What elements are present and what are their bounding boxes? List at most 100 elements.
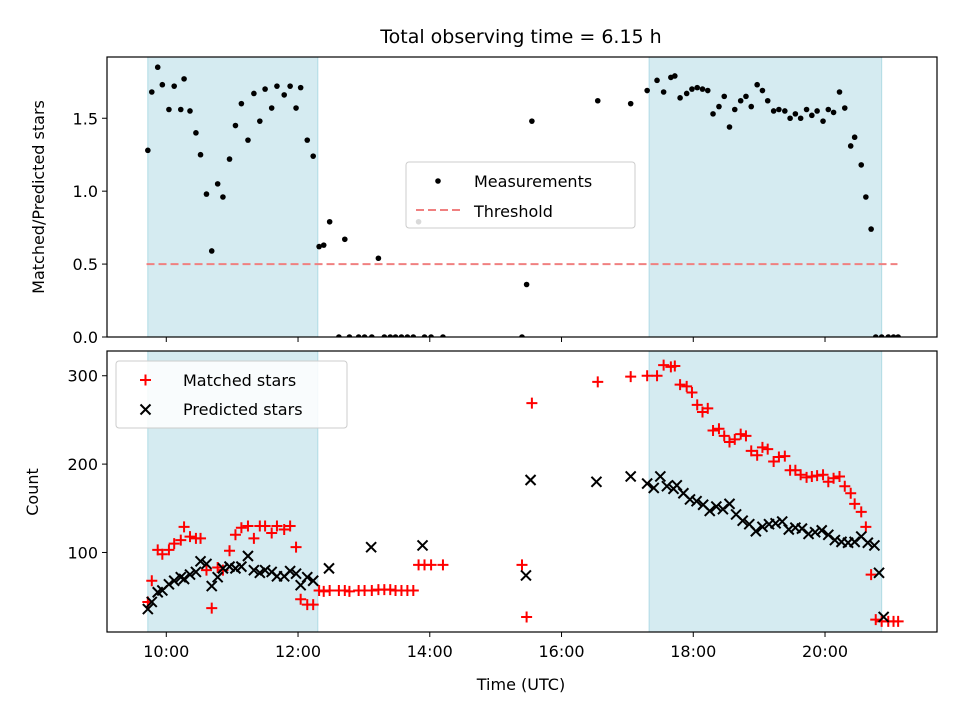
measurement-point: [792, 111, 799, 117]
matched-stars-point: [724, 436, 735, 448]
predicted-stars-point: [307, 575, 319, 587]
predicted-stars-point: [235, 560, 248, 573]
legend-threshold-label: Threshold: [473, 202, 553, 221]
legend-measurements-label: Measurements: [474, 172, 592, 191]
predicted-stars-point: [190, 566, 202, 578]
measurement-point: [863, 194, 869, 200]
measurement-point: [782, 108, 788, 114]
matched-stars-point: [259, 520, 271, 532]
matched-stars-point: [625, 371, 637, 383]
predicted-stars-point: [802, 528, 815, 540]
predicted-stars-point: [690, 495, 703, 507]
predicted-stars-point: [809, 526, 821, 538]
matched-stars-point: [674, 379, 686, 391]
measurement-point: [764, 97, 771, 104]
measurement-point: [660, 89, 667, 95]
top-y-tick-label: 0.0: [73, 328, 98, 347]
legend-matched-label: Matched stars: [183, 371, 296, 390]
matched-stars-point: [817, 469, 829, 481]
measurement-point: [398, 334, 405, 337]
measurement-point: [748, 103, 755, 110]
measurement-point: [830, 109, 837, 116]
predicted-stars-point: [248, 564, 260, 576]
measurement-point: [220, 194, 226, 200]
measurement-point: [320, 242, 327, 248]
predicted-stars-point: [200, 558, 213, 570]
matched-stars-point: [691, 399, 703, 411]
predicted-stars-point: [750, 525, 762, 537]
predicted-stars-point: [217, 562, 229, 575]
predicted-stars-point: [829, 534, 841, 546]
measurement-point: [440, 334, 446, 337]
measurement-point: [770, 108, 777, 114]
measurement-point: [387, 334, 394, 337]
measurement-point: [154, 64, 161, 71]
bottom-panel: 100 200 300 10:00 12:00 14:00 16:00 18:00 20:00 M…: [67, 350, 938, 661]
matched-stars-point: [178, 521, 190, 533]
measurement-point: [737, 97, 744, 104]
measurement-point: [885, 334, 892, 337]
measurement-point: [208, 248, 215, 254]
measurement-point: [145, 147, 151, 154]
measurement-point: [293, 105, 299, 111]
top-y-axis-label: Matched/Predicted stars: [29, 100, 48, 294]
measurement-point: [404, 334, 411, 337]
matched-stars-point: [284, 520, 296, 532]
measurement-point: [847, 143, 854, 149]
predicted-stars-point: [259, 564, 271, 576]
matched-stars-point: [343, 585, 355, 597]
measurement-point: [519, 334, 525, 337]
measurement-point: [203, 191, 210, 197]
measurement-point: [226, 156, 233, 162]
matched-stars-point: [845, 487, 857, 499]
measurement-point: [326, 218, 333, 225]
matched-stars-point: [834, 470, 846, 482]
measurement-point: [310, 153, 316, 159]
matched-stars-point: [175, 534, 187, 546]
top-y-tick-label: 1.5: [73, 109, 98, 128]
matched-stars-point: [425, 559, 437, 571]
matched-stars-point: [762, 443, 774, 455]
measurement-point: [375, 255, 382, 262]
measurement-point: [392, 334, 399, 337]
bottom-y-axis-label: Count: [23, 468, 42, 516]
measurement-point: [878, 334, 885, 337]
measurement-point: [627, 100, 634, 107]
measurement-point: [245, 137, 251, 143]
predicted-stars-point: [684, 493, 696, 506]
measurement-point: [197, 151, 204, 158]
measurement-point: [683, 90, 690, 97]
predicted-stars-point: [284, 565, 296, 577]
measurement-point: [820, 118, 826, 124]
matched-stars-point: [168, 538, 180, 550]
matched-stars-point: [206, 602, 218, 614]
matched-stars-point: [271, 520, 283, 532]
measurement-point: [754, 81, 760, 88]
matched-stars-point: [295, 593, 307, 605]
measurement-point: [672, 73, 678, 79]
x-tick-label: 18:00: [670, 642, 716, 661]
measurement-point: [336, 334, 342, 337]
x-tick-label: 16:00: [538, 642, 584, 661]
measurement-point: [238, 100, 245, 107]
top-legend: Measurements Threshold: [405, 161, 636, 229]
measurement-point: [858, 162, 865, 168]
measurement-point: [274, 83, 280, 89]
legend-measurements-marker: [435, 178, 441, 184]
matched-stars-point: [855, 506, 867, 518]
top-observing-window-2: [648, 56, 883, 338]
chart-title: Total observing time = 6.15 h: [379, 26, 661, 48]
measurement-point: [214, 181, 221, 187]
x-axis-label: Time (UTC): [476, 675, 565, 694]
legend-predicted-marker: [139, 403, 152, 416]
matched-stars-point: [526, 397, 538, 409]
matched-stars-point: [669, 360, 681, 372]
measurement-point: [166, 106, 172, 113]
matched-stars-point: [745, 445, 757, 457]
measurement-point: [851, 134, 858, 141]
measurement-point: [369, 334, 375, 337]
measurement-point: [342, 236, 348, 243]
measurement-point: [187, 108, 193, 114]
predicted-stars-point: [654, 470, 667, 483]
predicted-stars-point: [175, 571, 187, 583]
